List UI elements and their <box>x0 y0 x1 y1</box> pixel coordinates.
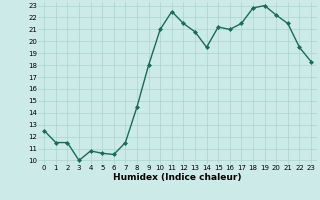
X-axis label: Humidex (Indice chaleur): Humidex (Indice chaleur) <box>113 173 242 182</box>
